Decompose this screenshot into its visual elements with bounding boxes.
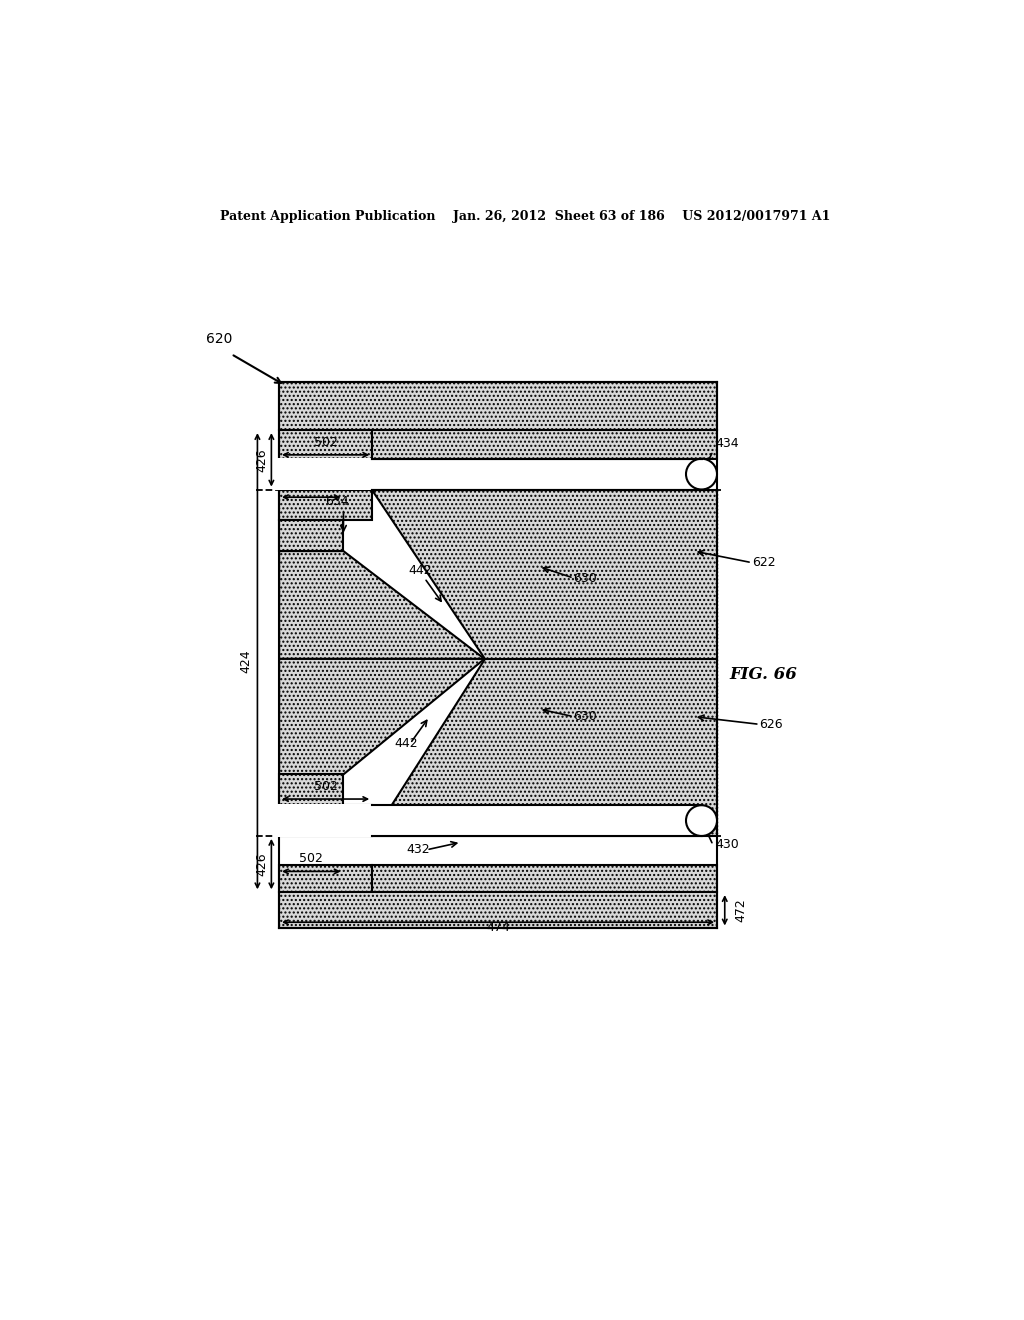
Text: 472: 472 [734, 899, 748, 923]
Text: Patent Application Publication    Jan. 26, 2012  Sheet 63 of 186    US 2012/0017: Patent Application Publication Jan. 26, … [219, 210, 830, 223]
Polygon shape [280, 381, 717, 430]
Text: 620: 620 [206, 333, 232, 346]
Polygon shape [372, 866, 717, 892]
Polygon shape [280, 430, 372, 459]
Polygon shape [372, 659, 717, 836]
Text: 626: 626 [760, 718, 783, 731]
Polygon shape [280, 520, 343, 552]
Text: 442: 442 [409, 564, 432, 577]
Text: 502: 502 [313, 436, 338, 449]
Text: 630: 630 [573, 710, 597, 723]
Text: FIG. 66: FIG. 66 [729, 665, 798, 682]
Polygon shape [280, 892, 717, 928]
Polygon shape [280, 552, 484, 659]
Ellipse shape [686, 805, 717, 836]
Bar [275, 804, 701, 837]
Text: 630: 630 [573, 572, 597, 585]
Polygon shape [280, 490, 372, 520]
Polygon shape [280, 659, 484, 775]
Text: 434: 434 [716, 437, 739, 450]
Text: 622: 622 [752, 557, 775, 569]
Polygon shape [280, 866, 372, 892]
Text: 424: 424 [240, 649, 253, 673]
FancyBboxPatch shape [372, 459, 701, 490]
Polygon shape [280, 775, 343, 805]
Text: 502: 502 [299, 853, 324, 865]
Text: 432: 432 [407, 843, 430, 855]
Bar [275, 458, 701, 490]
Polygon shape [372, 490, 717, 659]
Text: 634: 634 [326, 495, 349, 508]
Text: 474: 474 [486, 921, 510, 933]
Text: 442: 442 [394, 738, 418, 751]
Text: 430: 430 [716, 838, 739, 850]
Text: 426: 426 [255, 853, 268, 876]
Ellipse shape [686, 459, 717, 490]
FancyBboxPatch shape [372, 805, 701, 836]
Text: 502: 502 [313, 780, 338, 793]
Polygon shape [372, 430, 717, 459]
Polygon shape [280, 805, 372, 836]
Text: 426: 426 [255, 447, 268, 471]
Text: 502: 502 [299, 478, 324, 491]
